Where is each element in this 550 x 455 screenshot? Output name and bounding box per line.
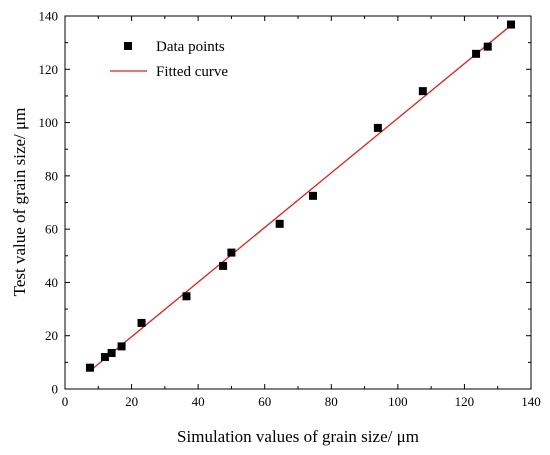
tick-marks xyxy=(64,15,532,390)
x-tick-label: 120 xyxy=(455,394,475,409)
data-point xyxy=(418,87,427,96)
y-axis-title: Test value of grain size/ μm xyxy=(10,108,29,297)
x-tick-label: 140 xyxy=(521,394,541,409)
data-point xyxy=(137,318,146,327)
legend: Data points Fitted curve xyxy=(110,39,228,80)
y-tick-label: 120 xyxy=(39,62,59,77)
data-point xyxy=(507,20,516,29)
data-point xyxy=(472,49,481,58)
y-tick-label: 20 xyxy=(45,328,58,343)
y-tick-label: 60 xyxy=(45,222,58,237)
data-point xyxy=(85,363,94,372)
data-point xyxy=(483,42,492,51)
fitted-curve-line xyxy=(89,24,512,372)
y-tick-label: 100 xyxy=(39,115,59,130)
x-tick-label: 0 xyxy=(62,394,69,409)
x-axis-title: Simulation values of grain size/ μm xyxy=(177,427,419,446)
data-points xyxy=(85,20,516,372)
x-tick-label: 60 xyxy=(258,394,271,409)
data-point xyxy=(117,342,126,351)
data-point xyxy=(275,219,284,228)
x-tick-label: 40 xyxy=(192,394,205,409)
data-point xyxy=(219,261,228,270)
y-tick-label: 80 xyxy=(45,168,58,183)
y-tick-labels: 0 20 40 60 80 100 120 140 xyxy=(39,9,59,397)
data-point xyxy=(182,292,191,301)
x-tick-labels: 0 20 40 60 80 100 120 140 xyxy=(62,394,541,409)
data-point xyxy=(373,123,382,132)
y-tick-label: 0 xyxy=(52,382,59,397)
data-point xyxy=(107,349,116,358)
legend-marker-data-points xyxy=(124,42,132,50)
data-point xyxy=(227,248,236,257)
x-tick-label: 20 xyxy=(125,394,138,409)
data-point xyxy=(100,353,109,362)
y-tick-label: 40 xyxy=(45,275,58,290)
x-tick-label: 100 xyxy=(388,394,408,409)
y-tick-label: 140 xyxy=(39,9,59,24)
plot-frame xyxy=(64,15,532,390)
legend-label-fitted-curve: Fitted curve xyxy=(156,64,228,80)
legend-label-data-points: Data points xyxy=(156,39,225,55)
data-point xyxy=(308,191,317,200)
x-tick-label: 80 xyxy=(325,394,338,409)
